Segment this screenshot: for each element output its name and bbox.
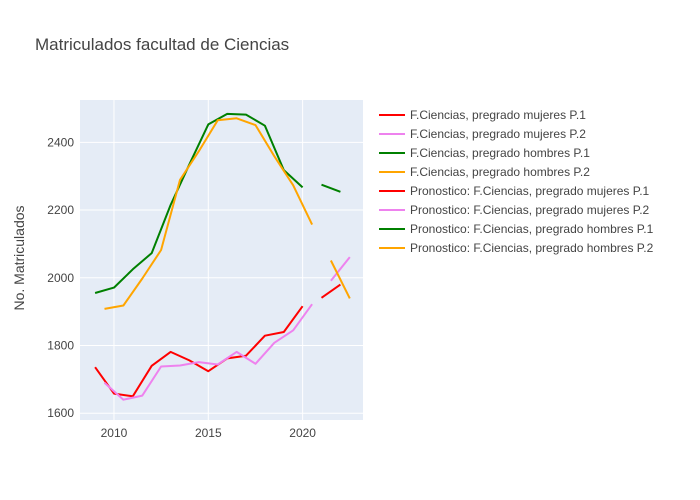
series-line[interactable] <box>321 183 341 193</box>
legend-label: Pronostico: F.Ciencias, pregrado mujeres… <box>410 203 650 217</box>
legend-item[interactable]: Pronostico: F.Ciencias, pregrado hombres… <box>379 241 654 255</box>
x-tick-label: 2020 <box>289 426 316 440</box>
legend-label: F.Ciencias, pregrado mujeres P.1 <box>410 108 586 122</box>
y-tick-label: 2200 <box>47 203 74 217</box>
legend-label: Pronostico: F.Ciencias, pregrado mujeres… <box>410 184 650 198</box>
legend-label: F.Ciencias, pregrado mujeres P.2 <box>410 127 586 141</box>
series-line[interactable] <box>320 283 341 299</box>
grid <box>80 100 363 420</box>
x-axis-ticks: 2010 2015 2020 <box>101 426 317 440</box>
legend-item[interactable]: F.Ciencias, pregrado mujeres P.1 <box>379 108 586 122</box>
legend-label: F.Ciencias, pregrado hombres P.1 <box>410 146 590 160</box>
legend-label: Pronostico: F.Ciencias, pregrado hombres… <box>410 222 654 236</box>
legend-label: Pronostico: F.Ciencias, pregrado hombres… <box>410 241 654 255</box>
legend-item[interactable]: F.Ciencias, pregrado hombres P.1 <box>379 146 590 160</box>
series-line[interactable] <box>330 260 351 299</box>
series-line[interactable] <box>94 112 304 294</box>
legend-item[interactable]: Pronostico: F.Ciencias, pregrado mujeres… <box>379 184 650 198</box>
series-line[interactable] <box>94 305 304 398</box>
chart-title: Matriculados facultad de Ciencias <box>35 35 289 54</box>
legend-item[interactable]: F.Ciencias, pregrado mujeres P.2 <box>379 127 586 141</box>
legend-item[interactable]: F.Ciencias, pregrado hombres P.2 <box>379 165 590 179</box>
y-tick-label: 2400 <box>47 135 74 149</box>
y-tick-label: 2000 <box>47 271 74 285</box>
legend-item[interactable]: Pronostico: F.Ciencias, pregrado mujeres… <box>379 203 650 217</box>
x-tick-label: 2015 <box>195 426 222 440</box>
x-tick-label: 2010 <box>101 426 128 440</box>
legend-item[interactable]: Pronostico: F.Ciencias, pregrado hombres… <box>379 222 654 236</box>
y-axis-ticks: 1600 1800 2000 2200 2400 <box>47 135 74 420</box>
series-lines <box>94 112 351 401</box>
y-tick-label: 1800 <box>47 339 74 353</box>
series-line[interactable] <box>103 303 313 401</box>
y-tick-label: 1600 <box>47 406 74 420</box>
series-line[interactable] <box>330 256 351 282</box>
plot-area <box>80 100 363 420</box>
legend[interactable]: F.Ciencias, pregrado mujeres P.1 F.Cienci… <box>379 108 654 255</box>
legend-label: F.Ciencias, pregrado hombres P.2 <box>410 165 590 179</box>
y-axis-label: No. Matriculados <box>11 205 27 310</box>
series-line[interactable] <box>104 117 314 310</box>
